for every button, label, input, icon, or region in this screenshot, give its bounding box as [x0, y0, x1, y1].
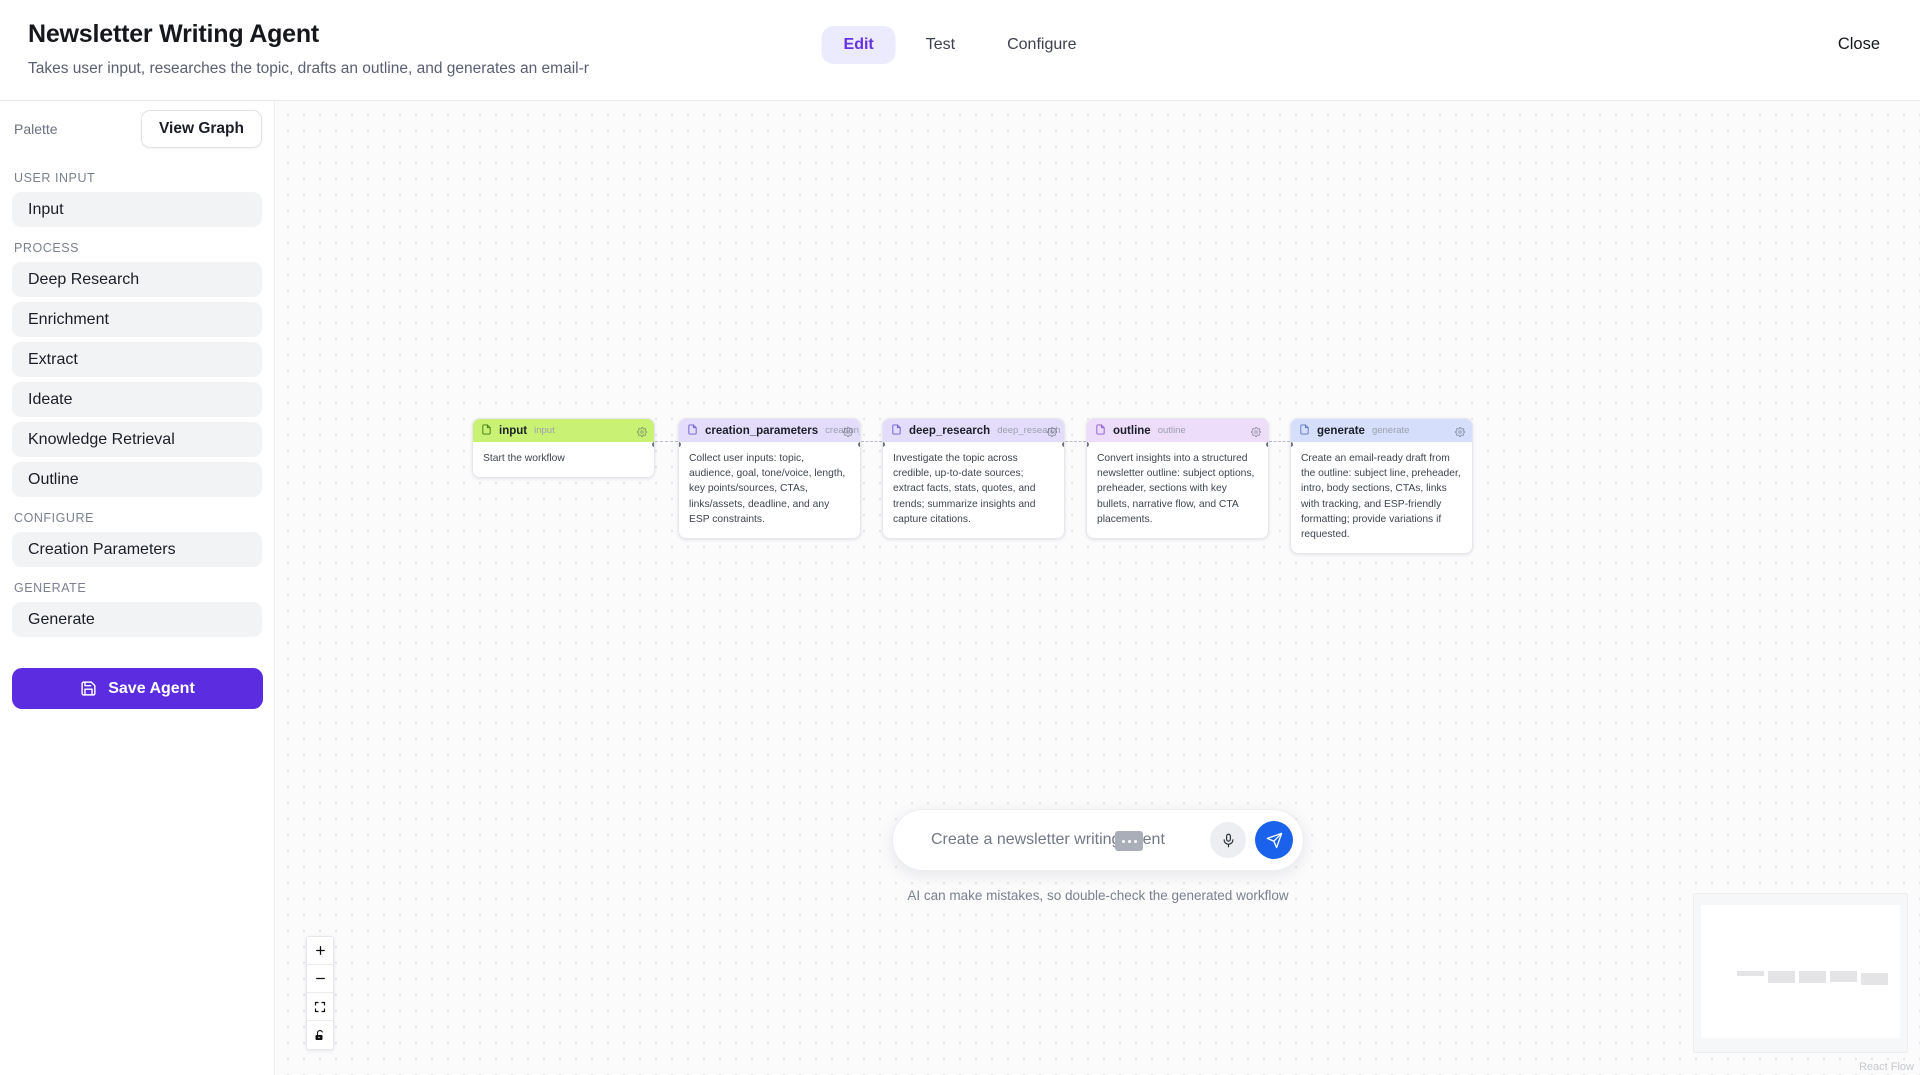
page-subtitle: Takes user input, researches the topic, …	[28, 60, 589, 77]
palette-item-enrichment[interactable]: Enrichment	[12, 302, 262, 337]
node-outline[interactable]: outline outline Convert insights into a …	[1086, 418, 1269, 540]
node-outline-title: outline	[1113, 424, 1151, 437]
zoom-out-button[interactable]	[307, 965, 333, 993]
workflow-canvas[interactable]: input input Start the workflow	[276, 101, 1920, 1075]
file-icon	[1299, 422, 1310, 440]
tab-test[interactable]: Test	[925, 36, 956, 53]
group-label-generate: GENERATE	[14, 581, 87, 595]
prompt-bar[interactable]: Create a newsletter writing agent	[892, 809, 1304, 871]
group-label-process: PROCESS	[14, 241, 79, 255]
minimap-viewport	[1701, 905, 1900, 1038]
header-tabs: Edit Test Configure	[821, 26, 1099, 64]
minimap-node	[1768, 971, 1795, 983]
send-button[interactable]	[1255, 821, 1293, 859]
node-input[interactable]: input input Start the workflow	[472, 418, 655, 479]
node-creation-parameters-subtitle: creation_parameters	[825, 425, 861, 436]
fit-view-button[interactable]	[307, 993, 333, 1021]
minimap-node	[1799, 971, 1826, 983]
prompt-area: Create a newsletter writing agent AI can…	[892, 809, 1304, 903]
palette-item-outline[interactable]: Outline	[12, 462, 262, 497]
node-outline-input-handle[interactable]	[1087, 442, 1089, 447]
save-agent-button[interactable]: Save Agent	[12, 668, 263, 709]
palette-item-creation-parameters[interactable]: Creation Parameters	[12, 532, 262, 567]
file-icon	[1095, 422, 1106, 440]
minimap-node	[1830, 971, 1857, 982]
file-icon	[891, 422, 902, 440]
group-label-configure: CONFIGURE	[14, 511, 94, 525]
view-graph-button[interactable]: View Graph	[141, 110, 262, 148]
node-deep-research-subtitle: deep_research	[997, 425, 1061, 436]
palette-item-deep-research[interactable]: Deep Research	[12, 262, 262, 297]
file-icon	[687, 422, 698, 440]
node-outline-body: Convert insights into a structured newsl…	[1097, 453, 1255, 525]
node-creation-parameters-title: creation_parameters	[705, 424, 819, 437]
palette-item-ideate[interactable]: Ideate	[12, 382, 262, 417]
node-input-subtitle: input	[534, 425, 555, 436]
node-deep-research-title: deep_research	[909, 424, 991, 437]
node-creation-parameters[interactable]: creation_parameters creation_parameters …	[678, 418, 861, 540]
react-flow-attribution[interactable]: React Flow	[1858, 1061, 1914, 1073]
lock-toggle-button[interactable]	[307, 1021, 333, 1049]
zoom-in-button[interactable]	[307, 937, 333, 965]
ai-disclaimer: AI can make mistakes, so double-check th…	[907, 888, 1289, 903]
palette-item-extract[interactable]: Extract	[12, 342, 262, 377]
edge-outline-to-generate	[1269, 441, 1290, 442]
node-input-body: Start the workflow	[483, 453, 565, 464]
close-button[interactable]: Close	[1837, 35, 1880, 53]
node-generate-input-handle[interactable]	[1291, 442, 1293, 447]
gear-icon[interactable]	[843, 424, 853, 442]
palette-item-input[interactable]: Input	[12, 192, 262, 227]
palette-item-knowledge-retrieval[interactable]: Knowledge Retrieval	[12, 422, 262, 457]
tab-configure[interactable]: Configure	[1007, 36, 1077, 53]
node-input-title: input	[499, 424, 528, 437]
palette-item-generate[interactable]: Generate	[12, 602, 262, 637]
page-title: Newsletter Writing Agent	[28, 20, 320, 48]
gear-icon[interactable]	[637, 424, 647, 442]
minimap-node	[1737, 971, 1764, 976]
file-icon	[481, 422, 492, 440]
edge-research-to-outline	[1065, 441, 1086, 442]
edge-input-to-creation	[655, 441, 678, 442]
node-creation-parameters-input-handle[interactable]	[679, 442, 681, 447]
node-creation-parameters-body: Collect user inputs: topic, audience, go…	[689, 453, 846, 525]
group-label-user-input: USER INPUT	[14, 171, 96, 185]
save-icon	[80, 680, 97, 697]
node-generate-body: Create an email-ready draft from the out…	[1301, 453, 1461, 541]
palette-header: Palette View Graph	[12, 101, 262, 157]
edge-creation-to-research	[861, 441, 882, 442]
minimap-node	[1861, 973, 1888, 985]
node-outline-output-handle[interactable]	[1266, 442, 1268, 447]
gear-icon[interactable]	[1455, 424, 1465, 442]
app-header: Newsletter Writing Agent Takes user inpu…	[0, 0, 1920, 101]
node-deep-research[interactable]: deep_research deep_research Investigate …	[882, 418, 1065, 540]
typing-indicator	[1115, 831, 1143, 851]
save-agent-label: Save Agent	[108, 679, 195, 697]
prompt-input[interactable]: Create a newsletter writing agent	[931, 831, 1165, 848]
node-outline-subtitle: outline	[1157, 425, 1186, 436]
node-generate-header: generate generate	[1291, 419, 1472, 442]
node-generate-title: generate	[1317, 424, 1365, 437]
node-input-output-handle[interactable]	[652, 442, 654, 447]
gear-icon[interactable]	[1047, 424, 1057, 442]
palette-label: Palette	[14, 121, 58, 137]
node-generate-subtitle: generate	[1371, 425, 1410, 436]
palette-sidebar: Palette View Graph USER INPUT Input PROC…	[0, 101, 275, 1075]
node-creation-parameters-output-handle[interactable]	[858, 442, 860, 447]
node-deep-research-header: deep_research deep_research	[883, 419, 1064, 442]
node-creation-parameters-header: creation_parameters creation_parameters	[679, 419, 860, 442]
canvas-controls	[306, 936, 334, 1050]
minimap[interactable]	[1693, 893, 1908, 1053]
node-deep-research-input-handle[interactable]	[883, 442, 885, 447]
node-outline-header: outline outline	[1087, 419, 1268, 442]
node-deep-research-output-handle[interactable]	[1062, 442, 1064, 447]
tab-edit[interactable]: Edit	[821, 26, 896, 64]
node-input-header: input input	[473, 419, 654, 442]
gear-icon[interactable]	[1251, 424, 1261, 442]
microphone-button[interactable]	[1210, 822, 1246, 858]
node-deep-research-body: Investigate the topic across credible, u…	[893, 453, 1036, 525]
header-title-block: Newsletter Writing Agent Takes user inpu…	[28, 17, 702, 80]
node-generate[interactable]: generate generate Create an email-ready …	[1290, 418, 1473, 555]
